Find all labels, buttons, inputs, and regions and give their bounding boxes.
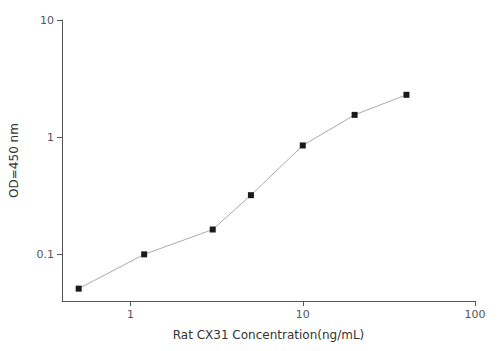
svg-text:OD=450 nm: OD=450 nm xyxy=(7,123,21,198)
svg-text:100: 100 xyxy=(465,308,486,321)
svg-text:10: 10 xyxy=(40,14,54,27)
svg-text:10: 10 xyxy=(296,308,310,321)
svg-text:Rat CX31 Concentration(ng/mL): Rat CX31 Concentration(ng/mL) xyxy=(173,328,365,342)
svg-text:1: 1 xyxy=(127,308,134,321)
svg-text:0.1: 0.1 xyxy=(37,248,55,261)
svg-text:1: 1 xyxy=(47,131,54,144)
